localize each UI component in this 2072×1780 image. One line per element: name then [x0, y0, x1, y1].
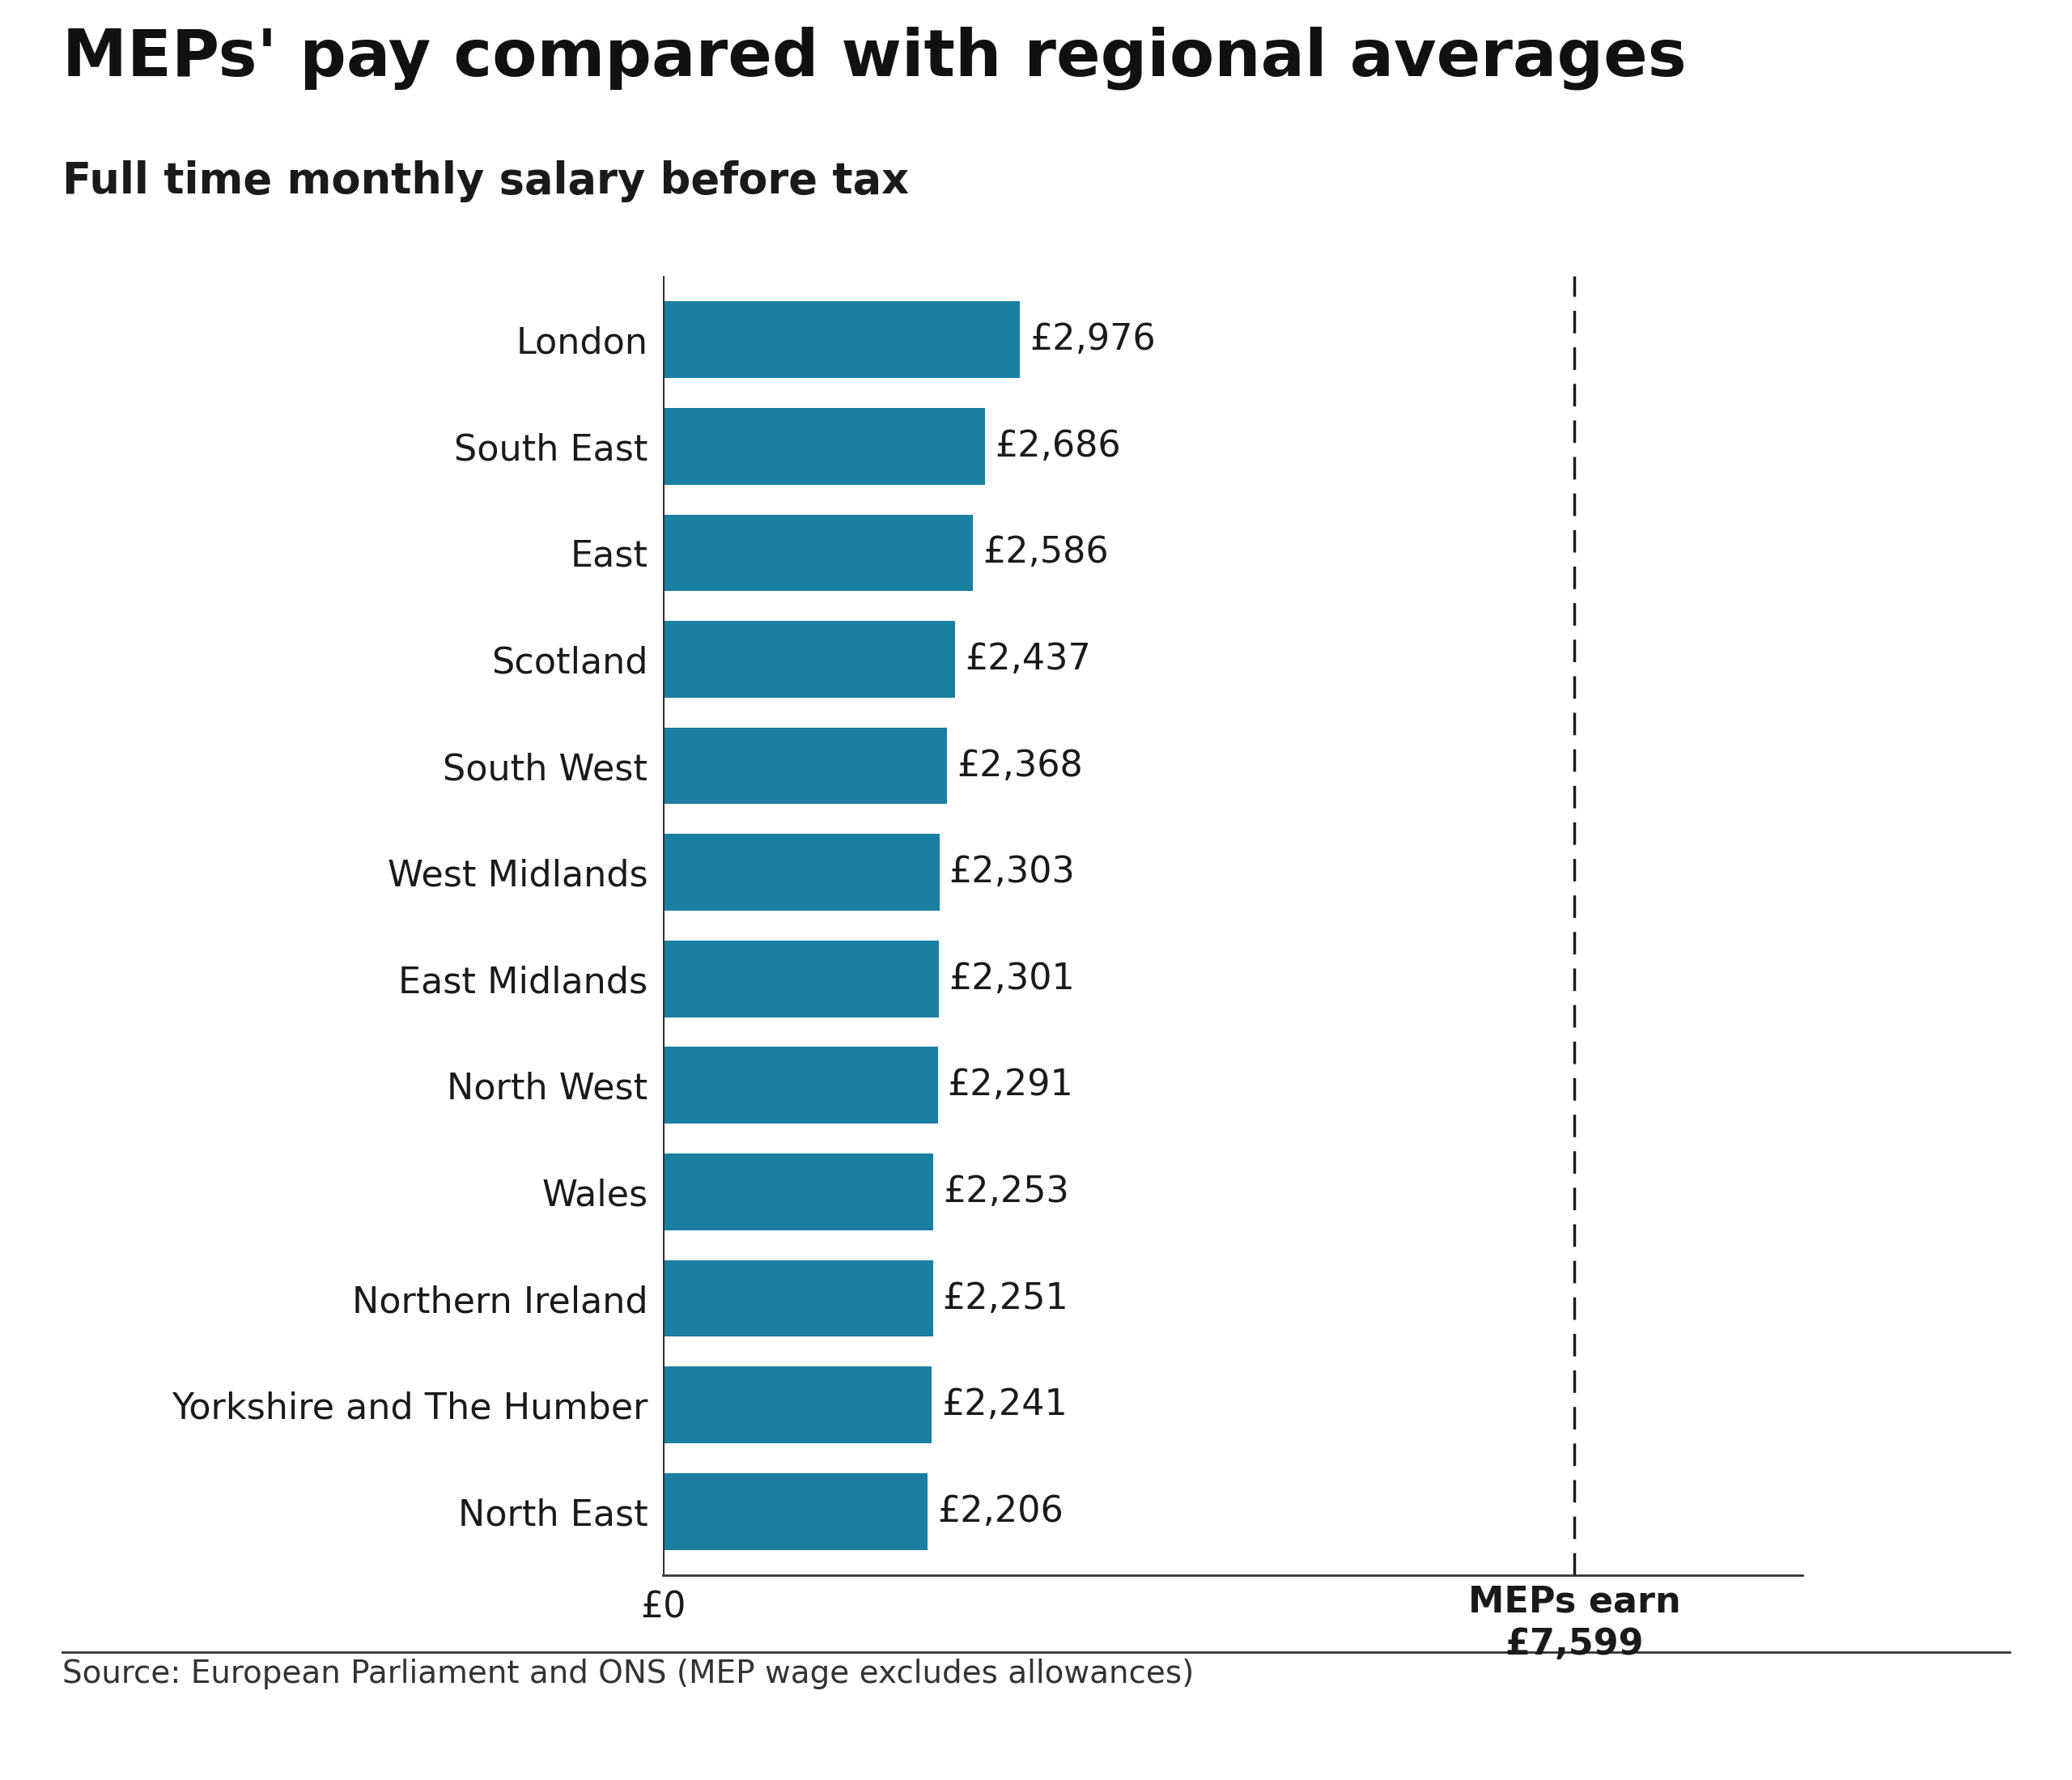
Text: £2,301: £2,301 [949, 961, 1075, 997]
Bar [663, 1047, 939, 1123]
Text: £2,253: £2,253 [943, 1175, 1069, 1209]
Bar [663, 621, 955, 698]
Bar [663, 835, 939, 911]
Text: £2,976: £2,976 [1030, 322, 1156, 358]
Text: £2,586: £2,586 [982, 536, 1109, 570]
Bar [663, 514, 974, 591]
Bar [663, 940, 939, 1016]
Bar [663, 1260, 932, 1337]
Bar [663, 1153, 932, 1230]
Text: £2,241: £2,241 [941, 1387, 1067, 1422]
Bar [663, 1367, 932, 1444]
Text: MEPs' pay compared with regional averages: MEPs' pay compared with regional average… [62, 27, 1687, 91]
Text: MEPs earn
£7,599: MEPs earn £7,599 [1469, 1584, 1680, 1663]
Bar [663, 301, 1019, 377]
Text: £2,206: £2,206 [937, 1493, 1063, 1529]
Text: Full time monthly salary before tax: Full time monthly salary before tax [62, 160, 910, 203]
Text: £2,251: £2,251 [943, 1282, 1069, 1315]
Bar [663, 1474, 928, 1550]
Text: BBC: BBC [1859, 1695, 1933, 1730]
Text: £2,303: £2,303 [949, 854, 1075, 890]
Bar [663, 408, 986, 484]
Text: Source: European Parliament and ONS (MEP wage excludes allowances): Source: European Parliament and ONS (MEP… [62, 1659, 1193, 1689]
Text: £2,291: £2,291 [947, 1068, 1073, 1104]
Bar [663, 728, 947, 805]
Text: £2,686: £2,686 [995, 429, 1121, 465]
Text: £2,368: £2,368 [957, 748, 1084, 783]
Text: £2,437: £2,437 [966, 643, 1092, 676]
